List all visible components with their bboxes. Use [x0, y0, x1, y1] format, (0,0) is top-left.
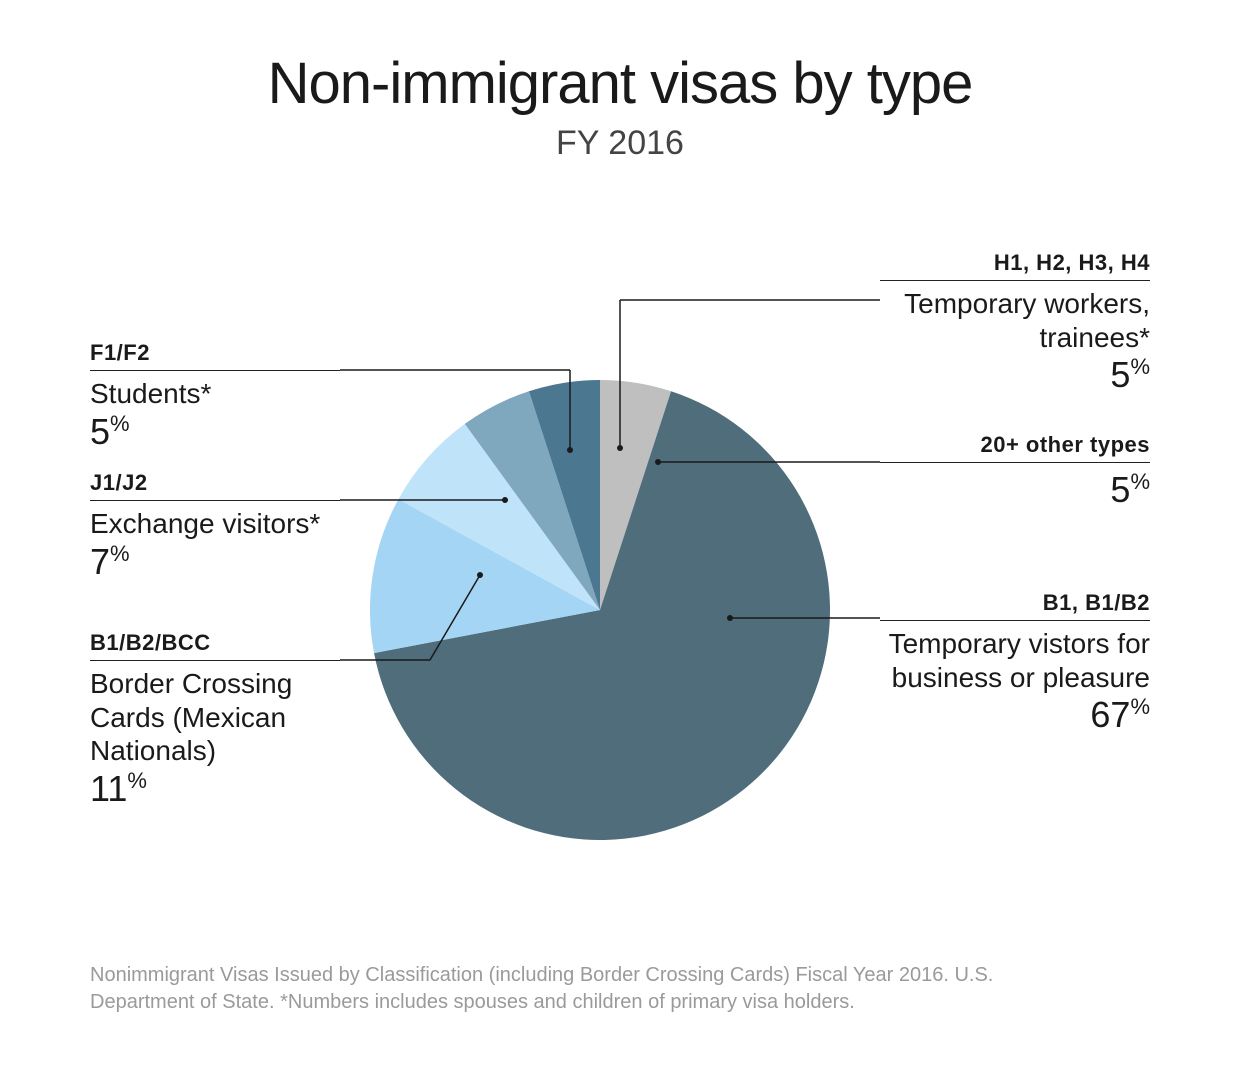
label-pct-j1j2: 7% [90, 541, 340, 583]
label-desc-b1b2: Temporary vistors for business or pleasu… [880, 627, 1150, 694]
label-other: 20+ other types 5% [880, 432, 1150, 511]
label-f1f2: F1/F2 Students* 5% [90, 340, 340, 453]
label-desc-bcc: Border Crossing Cards (Mexican Nationals… [90, 667, 340, 768]
leader-b1b2 [727, 615, 880, 621]
label-pct-h: 5% [880, 354, 1150, 396]
leader-f1f2 [340, 370, 573, 453]
leader-other [655, 459, 880, 465]
label-desc-h: Temporary workers, trainees* [880, 287, 1150, 354]
label-code-other: 20+ other types [880, 432, 1150, 458]
label-pct-f1f2: 5% [90, 411, 340, 453]
label-bcc: B1/B2/BCC Border Crossing Cards (Mexican… [90, 630, 340, 810]
label-code-bcc: B1/B2/BCC [90, 630, 340, 656]
label-code-j1j2: J1/J2 [90, 470, 340, 496]
label-pct-other: 5% [880, 469, 1150, 511]
label-desc-f1f2: Students* [90, 377, 340, 411]
chart-footnote: Nonimmigrant Visas Issued by Classificat… [90, 962, 1090, 1016]
label-code-h: H1, H2, H3, H4 [880, 250, 1150, 276]
leader-h [617, 300, 880, 451]
label-desc-j1j2: Exchange visitors* [90, 507, 340, 541]
leader-j1j2 [340, 497, 508, 503]
label-pct-b1b2: 67% [880, 694, 1150, 736]
label-h: H1, H2, H3, H4 Temporary workers, traine… [880, 250, 1150, 396]
label-j1j2: J1/J2 Exchange visitors* 7% [90, 470, 340, 583]
label-pct-bcc: 11% [90, 768, 340, 810]
label-b1b2: B1, B1/B2 Temporary vistors for business… [880, 590, 1150, 736]
label-code-b1b2: B1, B1/B2 [880, 590, 1150, 616]
leader-bcc [340, 572, 483, 660]
chart-canvas: Non-immigrant visas by type FY 2016 [0, 0, 1240, 1086]
label-code-f1f2: F1/F2 [90, 340, 340, 366]
